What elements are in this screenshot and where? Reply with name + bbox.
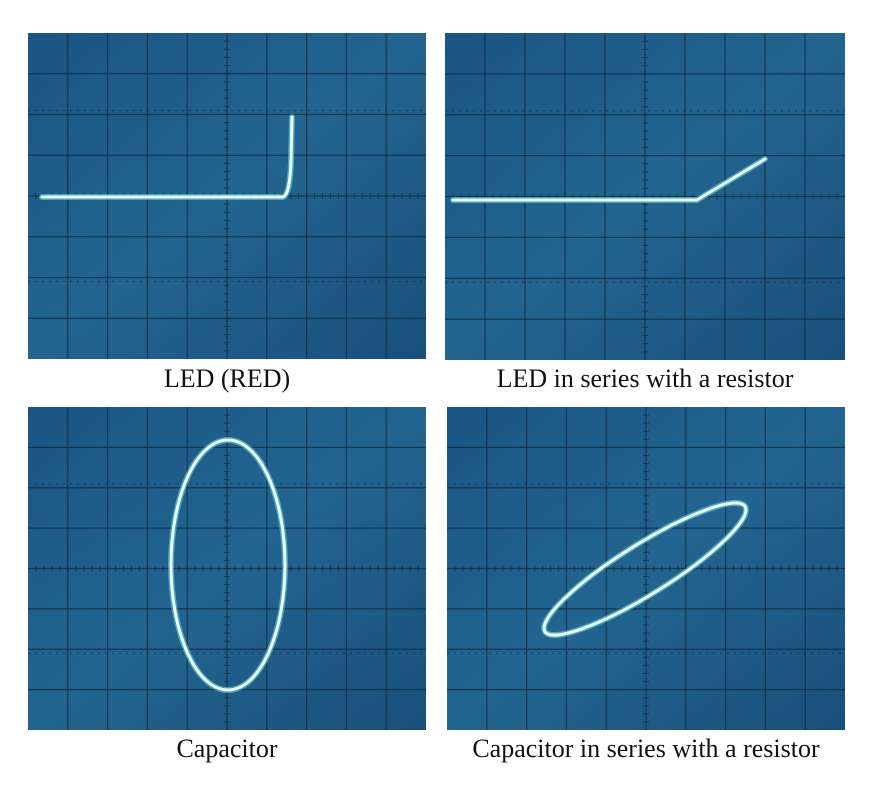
trace-led-resistor-core (451, 157, 767, 202)
caption-led: LED (RED) (163, 364, 291, 393)
oscilloscope-screen-led (28, 33, 426, 359)
caption-capacitor-resistor: Capacitor in series with a resistor (472, 734, 820, 763)
graticule (28, 407, 426, 730)
caption-led-resistor: LED in series with a resistor (496, 364, 794, 393)
oscilloscope-screen-capacitor-resistor (447, 407, 845, 730)
trace-capacitor-core (169, 438, 287, 692)
trace-capacitor-resistor-core (542, 501, 748, 637)
oscilloscope-screen-capacitor (28, 407, 426, 730)
oscilloscope-screen-led-resistor (445, 33, 845, 360)
trace-led-core (40, 115, 294, 199)
caption-capacitor: Capacitor (176, 734, 278, 763)
graticule (28, 33, 426, 359)
graticule (447, 407, 845, 730)
